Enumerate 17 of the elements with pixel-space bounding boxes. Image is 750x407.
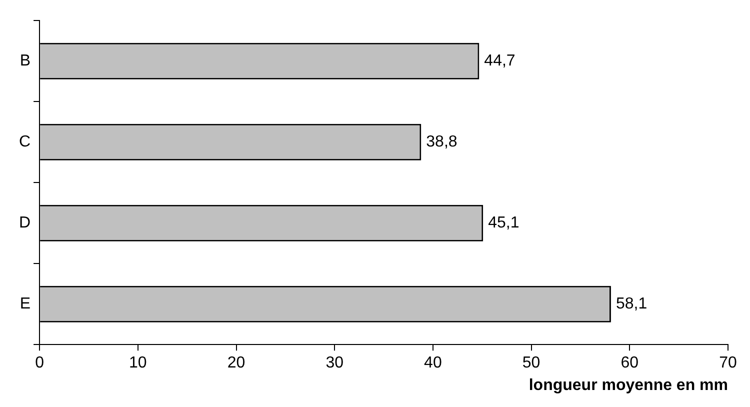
x-tick-label: 50 bbox=[522, 354, 540, 372]
y-tick-label: E bbox=[20, 296, 31, 313]
data-label: 44,7 bbox=[484, 52, 516, 70]
x-tick-label: 60 bbox=[620, 354, 639, 372]
x-tick-label: 40 bbox=[424, 354, 442, 372]
x-tick-label: 0 bbox=[35, 354, 44, 372]
data-label: 45,1 bbox=[488, 214, 520, 232]
x-tick-label: 30 bbox=[326, 354, 344, 372]
x-tick-label: 70 bbox=[719, 354, 737, 372]
y-tick-label: C bbox=[18, 134, 31, 151]
data-label: 38,8 bbox=[426, 134, 458, 151]
y-tick-label: D bbox=[18, 214, 31, 232]
x-tick-label: 10 bbox=[129, 354, 147, 372]
x-axis-title: longueur moyenne en mm bbox=[528, 376, 728, 394]
y-tick-label: B bbox=[20, 52, 31, 70]
x-tick-label: 20 bbox=[227, 354, 246, 372]
data-label: 58,1 bbox=[616, 296, 648, 313]
